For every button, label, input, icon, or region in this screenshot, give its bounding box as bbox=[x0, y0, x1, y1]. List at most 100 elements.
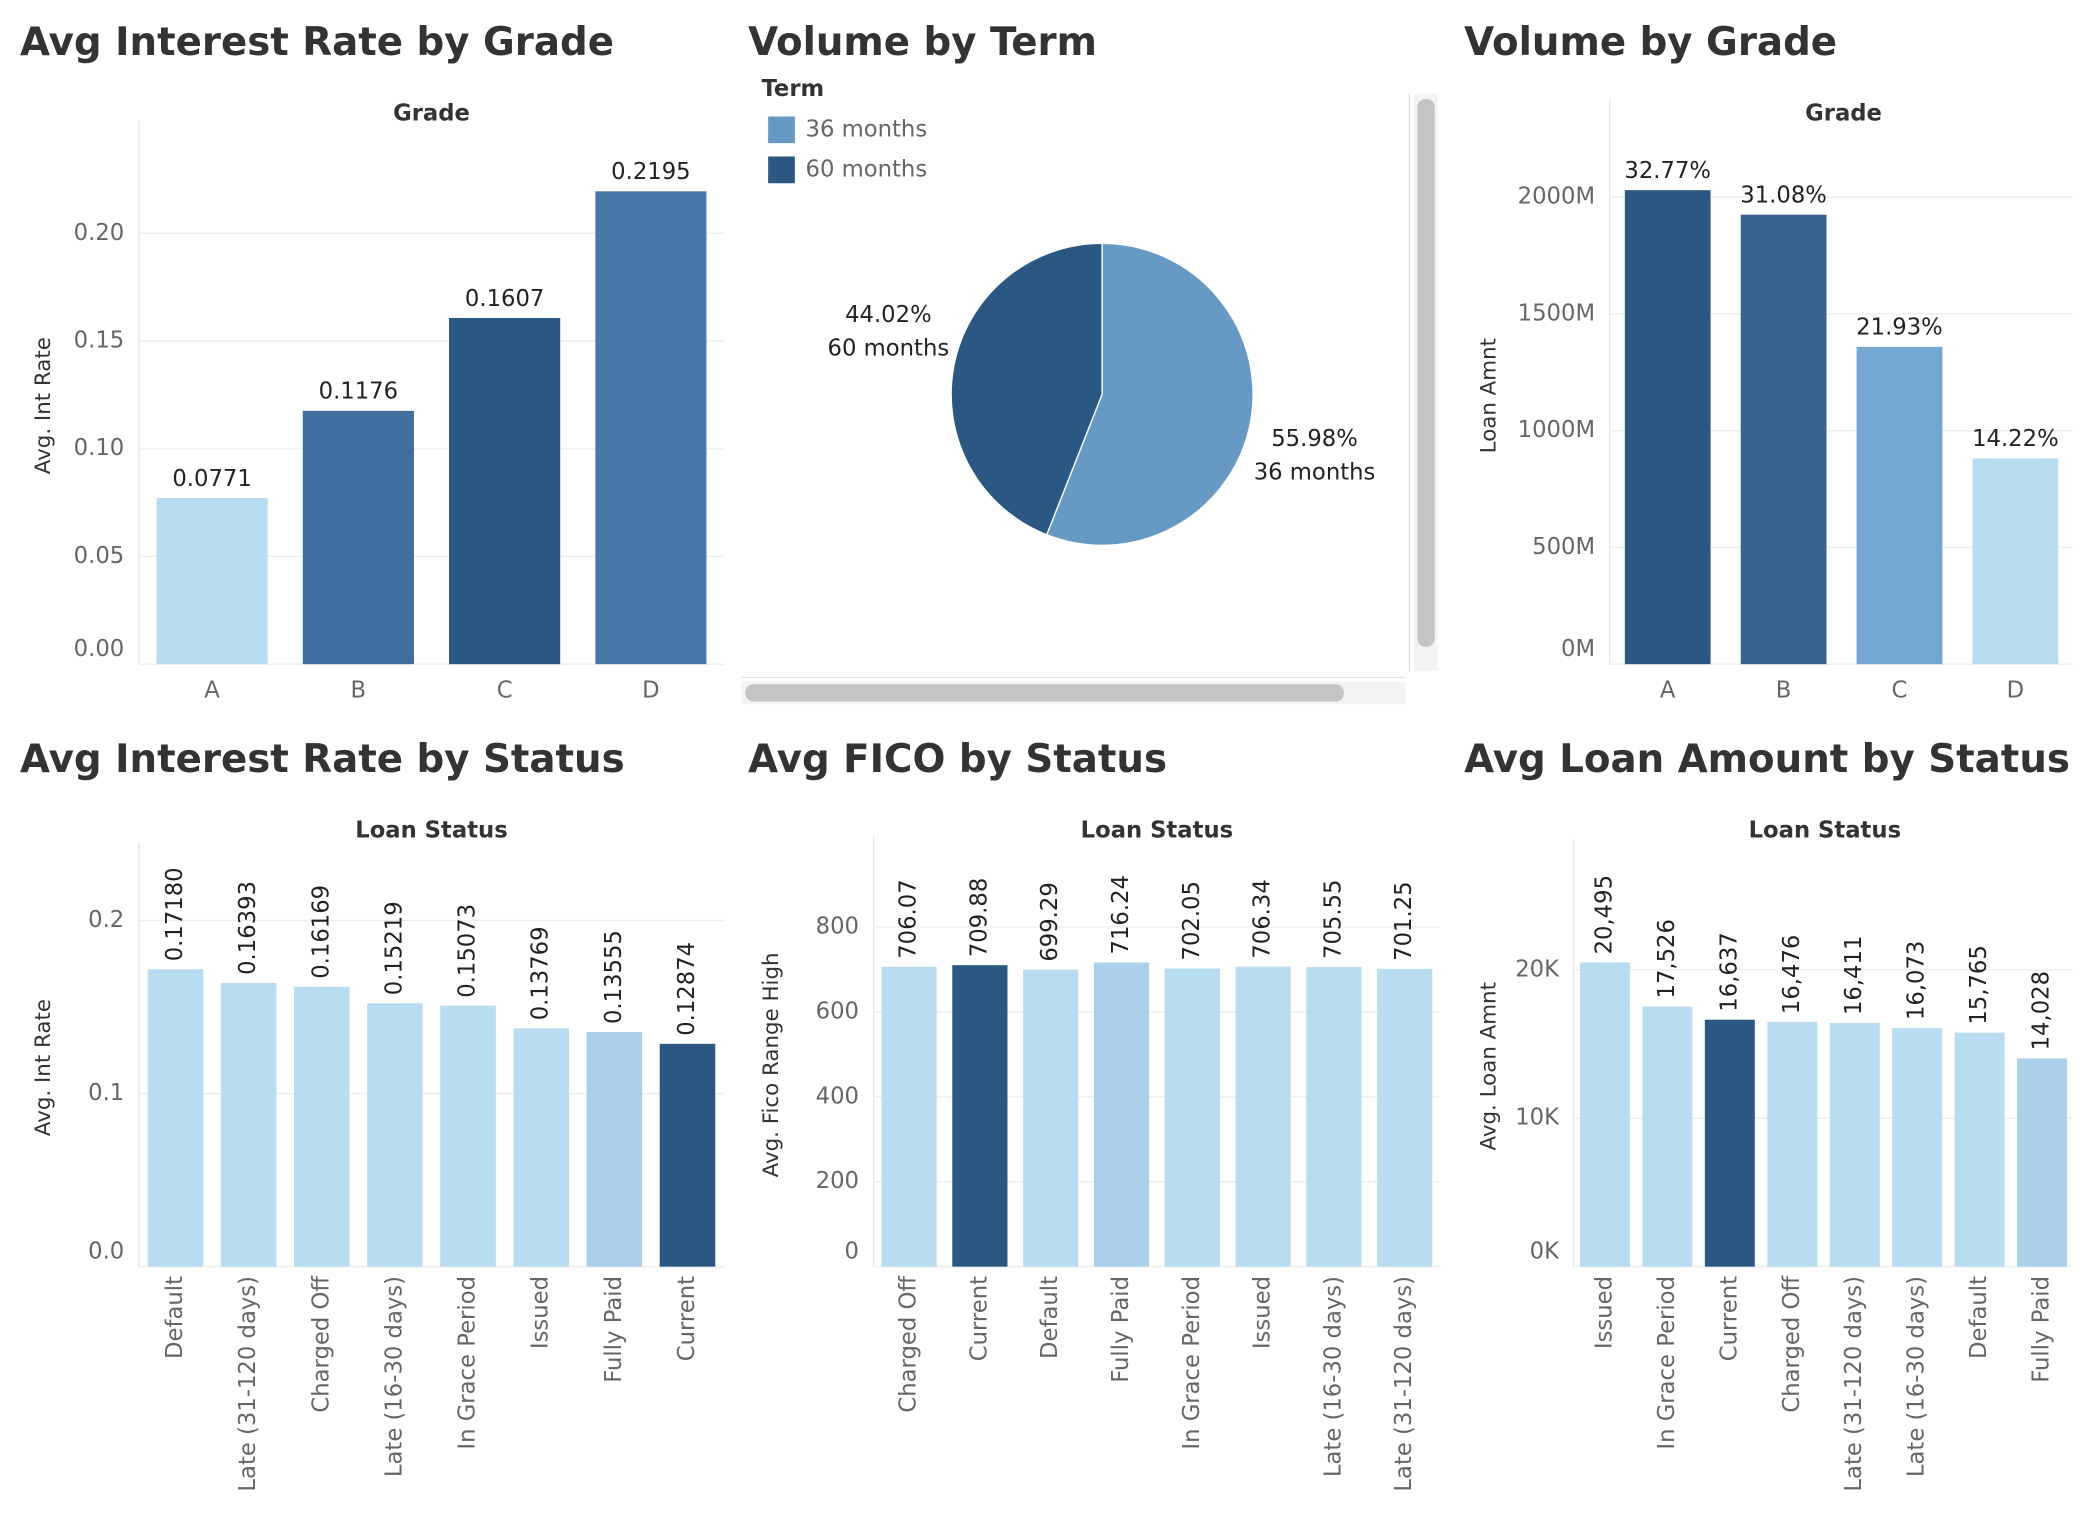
chart-title: Avg FICO by Status bbox=[748, 737, 1167, 782]
x-header: Grade bbox=[393, 100, 470, 126]
bar bbox=[1892, 1028, 1943, 1267]
bar bbox=[147, 969, 204, 1267]
bar bbox=[513, 1028, 569, 1267]
value-label: 709.88 bbox=[966, 878, 992, 957]
value-label: 0.0771 bbox=[172, 466, 251, 492]
x-tick-label: Charged Off bbox=[1779, 1275, 1805, 1413]
y-tick-label: 0.2 bbox=[88, 907, 124, 933]
y-tick-label: 0.0 bbox=[88, 1238, 124, 1264]
x-tick-label: Default bbox=[162, 1276, 188, 1359]
value-label: 16,476 bbox=[1779, 935, 1805, 1014]
y-tick-label: 400 bbox=[816, 1083, 859, 1109]
x-tick-label: In Grace Period bbox=[1179, 1276, 1205, 1450]
slice-value-label: 55.98% bbox=[1271, 426, 1358, 452]
bar bbox=[1856, 346, 1943, 665]
bar bbox=[1377, 968, 1433, 1267]
y-tick-label: 1000M bbox=[1518, 417, 1595, 443]
bar bbox=[1306, 967, 1362, 1267]
y-tick-label: 0.10 bbox=[74, 435, 125, 461]
pie-slice bbox=[950, 242, 1103, 536]
legend-label: 36 months bbox=[806, 116, 928, 142]
value-label: 0.16393 bbox=[235, 881, 261, 975]
bar bbox=[1023, 969, 1079, 1267]
value-label: 16,637 bbox=[1716, 932, 1742, 1011]
bar bbox=[156, 498, 268, 665]
bar bbox=[1829, 1023, 1880, 1267]
bar bbox=[293, 986, 350, 1267]
chart-title: Avg Interest Rate by Grade bbox=[20, 20, 614, 65]
bar bbox=[220, 982, 277, 1267]
value-label: 31.08% bbox=[1740, 182, 1827, 208]
bar bbox=[1235, 966, 1291, 1267]
bar bbox=[881, 966, 937, 1267]
value-label: 16,073 bbox=[1904, 941, 1930, 1020]
value-label: 0.1176 bbox=[319, 379, 398, 405]
x-tick-label: Fully Paid bbox=[1108, 1276, 1134, 1383]
bar bbox=[1704, 1019, 1755, 1267]
x-header: Loan Status bbox=[1749, 818, 1902, 844]
x-tick-label: Late (31-120 days) bbox=[1841, 1276, 1867, 1492]
bar bbox=[1093, 962, 1150, 1267]
value-label: 0.17180 bbox=[162, 867, 188, 961]
y-axis-label: Loan Amnt bbox=[1477, 338, 1502, 453]
bar bbox=[1767, 1022, 1818, 1267]
y-tick-label: 0.15 bbox=[74, 328, 125, 354]
value-label: 0.16169 bbox=[308, 885, 334, 979]
x-tick-label: A bbox=[204, 677, 220, 703]
chart-title: Volume by Grade bbox=[1464, 20, 1837, 65]
value-label: 21.93% bbox=[1856, 315, 1943, 341]
x-tick-label: Current bbox=[966, 1276, 992, 1361]
value-label: 0.15073 bbox=[455, 904, 481, 998]
value-label: 0.1607 bbox=[465, 286, 544, 312]
y-tick-label: 0.20 bbox=[74, 220, 125, 246]
bar bbox=[1740, 214, 1827, 665]
slice-category-label: 60 months bbox=[828, 335, 950, 361]
x-tick-label: Default bbox=[1966, 1276, 1992, 1359]
x-tick-label: Fully Paid bbox=[601, 1276, 627, 1383]
x-header: Grade bbox=[1805, 100, 1882, 126]
y-tick-label: 10K bbox=[1515, 1105, 1560, 1131]
scrollbar-thumb[interactable] bbox=[1417, 99, 1435, 647]
value-label: 0.15219 bbox=[381, 901, 407, 995]
bar bbox=[1164, 968, 1220, 1267]
value-label: 701.25 bbox=[1391, 881, 1417, 960]
y-tick-label: 500M bbox=[1532, 534, 1595, 560]
x-tick-label: Current bbox=[674, 1276, 700, 1361]
y-tick-label: 0.1 bbox=[88, 1080, 124, 1106]
scrollbar-thumb[interactable] bbox=[745, 684, 1344, 702]
x-tick-label: C bbox=[497, 677, 513, 703]
y-tick-label: 600 bbox=[816, 998, 859, 1024]
x-tick-label: B bbox=[1776, 677, 1792, 703]
bar bbox=[659, 1043, 716, 1267]
y-tick-label: 200 bbox=[816, 1168, 859, 1194]
x-tick-label: B bbox=[351, 677, 367, 703]
bar bbox=[2017, 1058, 2068, 1267]
y-tick-label: 0.05 bbox=[74, 543, 125, 569]
value-label: 32.77% bbox=[1624, 158, 1711, 184]
bar bbox=[1954, 1032, 2005, 1267]
legend-swatch bbox=[768, 116, 795, 144]
value-label: 14,028 bbox=[2029, 971, 2055, 1050]
value-label: 699.29 bbox=[1037, 882, 1063, 961]
x-tick-label: Late (16-30 days) bbox=[381, 1276, 407, 1477]
legend-label: 60 months bbox=[806, 156, 928, 182]
value-label: 16,411 bbox=[1841, 936, 1867, 1015]
x-tick-label: Default bbox=[1037, 1276, 1063, 1359]
value-label: 15,765 bbox=[1966, 945, 1992, 1024]
value-label: 0.13555 bbox=[601, 930, 627, 1024]
value-label: 705.55 bbox=[1320, 880, 1346, 959]
y-axis-label: Avg. Int Rate bbox=[31, 999, 56, 1136]
value-label: 706.34 bbox=[1250, 879, 1276, 958]
x-tick-label: Late (31-120 days) bbox=[1391, 1276, 1417, 1492]
x-tick-label: Issued bbox=[1250, 1276, 1276, 1349]
y-tick-label: 20K bbox=[1515, 956, 1560, 982]
x-tick-label: C bbox=[1892, 677, 1908, 703]
legend-title: Term bbox=[761, 76, 824, 102]
x-tick-label: Current bbox=[1716, 1276, 1742, 1361]
value-label: 0.2195 bbox=[611, 159, 690, 185]
x-tick-label: Late (16-30 days) bbox=[1904, 1276, 1930, 1477]
bar bbox=[1642, 1006, 1693, 1267]
x-tick-label: D bbox=[642, 677, 659, 703]
x-tick-label: Late (16-30 days) bbox=[1320, 1276, 1346, 1477]
